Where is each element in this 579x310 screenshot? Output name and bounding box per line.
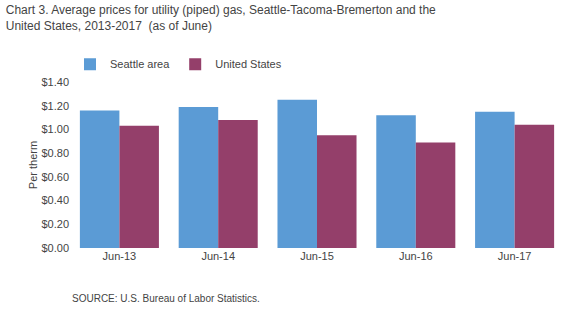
svg-text:SOURCE: U.S. Bureau of Labor S: SOURCE: U.S. Bureau of Labor Statistics. (72, 293, 260, 304)
svg-text:Jun-14: Jun-14 (201, 250, 235, 262)
svg-text:$0.80: $0.80 (41, 147, 69, 159)
svg-text:$1.20: $1.20 (41, 100, 69, 112)
svg-text:$1.00: $1.00 (41, 123, 69, 135)
svg-text:Jun-13: Jun-13 (103, 250, 137, 262)
svg-text:$1.40: $1.40 (41, 76, 69, 88)
svg-text:$0.00: $0.00 (41, 242, 69, 254)
svg-text:$0.40: $0.40 (41, 194, 69, 206)
svg-text:$0.60: $0.60 (41, 171, 69, 183)
svg-text:Seattle area: Seattle area (110, 58, 170, 70)
svg-text:Jun-15: Jun-15 (300, 250, 334, 262)
svg-text:Chart 3. Average prices for ut: Chart 3. Average prices for utility (pip… (6, 3, 436, 33)
svg-text:$0.20: $0.20 (41, 218, 69, 230)
svg-text:Jun-16: Jun-16 (399, 250, 433, 262)
svg-text:United States: United States (215, 58, 282, 70)
svg-text:Per therm: Per therm (27, 141, 39, 189)
svg-text:Jun-17: Jun-17 (498, 250, 532, 262)
